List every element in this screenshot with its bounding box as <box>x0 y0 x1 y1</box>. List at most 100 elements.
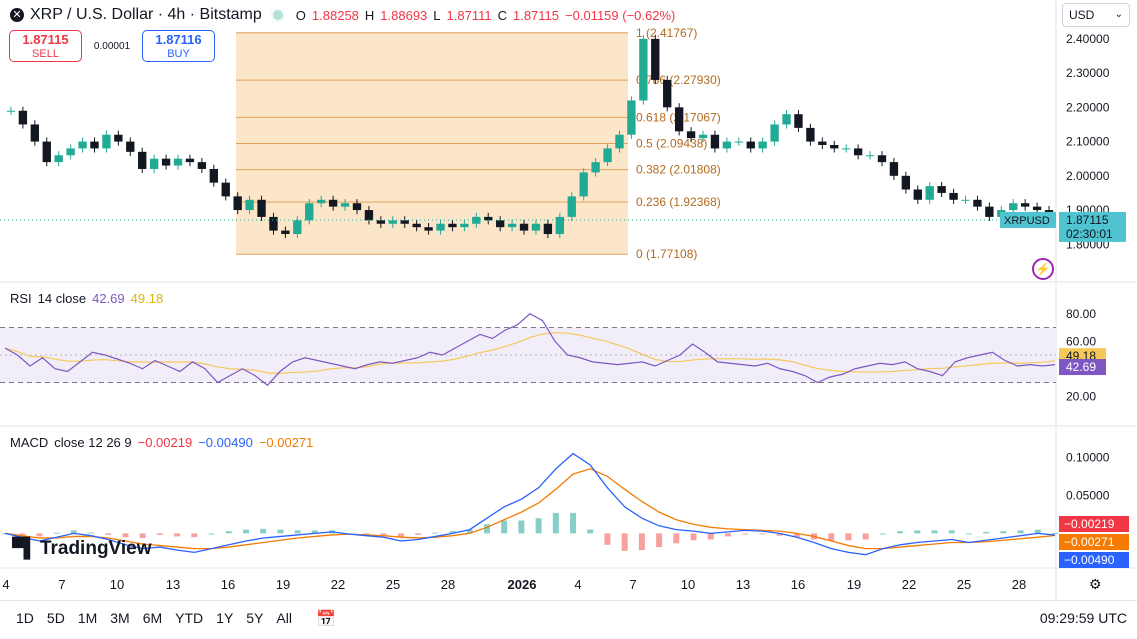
fib-level-label: 0 (1.77108) <box>636 247 697 261</box>
macd-histogram-bar <box>690 533 697 541</box>
range-ytd[interactable]: YTD <box>175 610 204 626</box>
range-6m[interactable]: 6M <box>142 610 163 626</box>
range-1d[interactable]: 1D <box>16 610 34 626</box>
candle-body <box>6 110 16 112</box>
macd-value: −0.00490 <box>1064 553 1115 567</box>
macd-histogram-bar <box>1017 530 1024 534</box>
candle-body <box>328 199 338 207</box>
candle-body <box>495 220 505 228</box>
candle-body <box>90 141 99 149</box>
candle-body <box>54 155 63 163</box>
fib-level-label: 0.786 (2.27930) <box>636 73 721 87</box>
macd-value-tag <box>1059 534 1129 550</box>
price-tick-label: 2.10000 <box>1066 135 1110 149</box>
macd-histogram-bar <box>879 533 886 535</box>
trade-panel: 1.87115 SELL 0.00001 1.87116 BUY <box>9 30 215 62</box>
chart-area[interactable]: 1 (2.41767)0.786 (2.27930)0.618 (2.17067… <box>0 0 1137 600</box>
x-tick-label: 10 <box>681 577 695 592</box>
candle-body <box>925 186 934 200</box>
candle-body <box>818 141 827 145</box>
range-1y[interactable]: 1Y <box>216 610 234 626</box>
rsi-line <box>4 313 1056 387</box>
candle-body <box>519 223 529 231</box>
macd-value: −0.00271 <box>1064 535 1115 549</box>
symbol-title[interactable]: XRP / U.S. Dollar · 4h · Bitstamp <box>30 6 262 23</box>
macd-value-tag <box>1059 516 1129 532</box>
macd-histogram-bar <box>965 533 972 535</box>
rsi-band <box>0 327 1056 383</box>
macd-line <box>4 452 1056 556</box>
candle-body <box>412 223 421 228</box>
candle-body <box>173 158 183 166</box>
chevron-down-icon: ⌄ <box>1114 9 1123 20</box>
x-tick-label: 16 <box>221 577 235 592</box>
tradingview-logo-icon: ▀▌ <box>12 538 37 559</box>
bar-countdown: 02:30:01 <box>1066 227 1113 241</box>
candle-body <box>770 124 779 142</box>
lightning-icon[interactable]: ⚡ <box>1032 258 1054 280</box>
candle-body <box>114 134 123 142</box>
x-tick-label: 19 <box>276 577 290 592</box>
price-change: −0.01159 (−0.62%) <box>565 7 676 23</box>
rsi-legend: RSI 14 close 42.69 49.18 <box>10 291 164 306</box>
range-3m[interactable]: 3M <box>110 610 130 626</box>
price-tick-label: 2.30000 <box>1066 66 1110 80</box>
gear-icon[interactable]: ⚙ <box>1089 576 1102 592</box>
candle-body <box>794 114 803 128</box>
macd-histogram-bar <box>742 533 749 535</box>
macd-histogram-bar <box>449 531 456 534</box>
macd-histogram-bar <box>70 530 77 534</box>
candle-body <box>603 148 612 163</box>
range-5y[interactable]: 5Y <box>246 610 264 626</box>
candle-body <box>937 186 946 193</box>
rsi-tick-label: 80.00 <box>1066 307 1096 321</box>
rsi-tick-label: 60.00 <box>1066 334 1096 348</box>
range-5d[interactable]: 5D <box>46 610 65 626</box>
spread-value: 0.00001 <box>93 40 131 52</box>
x-tick-label: 13 <box>166 577 180 592</box>
range-1m[interactable]: 1M <box>77 610 98 626</box>
price-tick-label: 2.40000 <box>1066 32 1110 46</box>
buy-button[interactable]: 1.87116 BUY <box>142 30 215 62</box>
candle-body <box>293 220 302 235</box>
candle-body <box>233 196 242 211</box>
macd-histogram-bar <box>1034 529 1041 534</box>
macd-histogram-bar <box>242 529 249 534</box>
currency-select[interactable]: USD ⌄ <box>1062 3 1130 27</box>
candle-body <box>42 141 51 163</box>
macd-histogram-bar <box>415 533 422 535</box>
macd-histogram-bar <box>294 530 301 534</box>
candle-body <box>889 162 899 176</box>
rsi-value: 42.69 <box>1066 360 1096 374</box>
candle-body <box>424 227 433 231</box>
candle-body <box>949 192 958 200</box>
tradingview-logo: ▀▌ TradingView <box>12 538 152 559</box>
range-all[interactable]: All <box>276 610 292 626</box>
candle-body <box>782 114 791 125</box>
x-tick-label: 28 <box>1012 577 1026 592</box>
rsi-ma-line <box>4 331 1056 375</box>
macd-histogram-bar <box>638 533 645 551</box>
candle-body <box>161 158 171 166</box>
candle-body <box>1020 203 1030 207</box>
candle-body <box>710 134 720 149</box>
candle-body <box>460 223 469 228</box>
candle-body <box>281 230 290 235</box>
calendar-range-icon[interactable]: 📅 <box>316 611 336 628</box>
macd-histogram-bar <box>260 528 267 534</box>
candle-body <box>567 196 576 217</box>
macd-tick-label: 0.10000 <box>1066 450 1110 464</box>
macd-histogram-bar <box>122 533 129 538</box>
symbol-tag-label: XRPUSD <box>1004 215 1050 227</box>
candle-body <box>985 206 994 217</box>
x-tick-label: 25 <box>386 577 400 592</box>
utc-clock[interactable]: 09:29:59 UTC <box>1039 610 1127 626</box>
candle-body <box>973 199 982 207</box>
sell-button[interactable]: 1.87115 SELL <box>9 30 82 62</box>
candle-body <box>1032 206 1042 211</box>
candle-body <box>865 155 875 157</box>
candle-body <box>209 168 218 183</box>
price-tick-label: 2.20000 <box>1066 100 1110 114</box>
candle-body <box>901 175 911 190</box>
x-tick-label: 4 <box>2 577 9 592</box>
